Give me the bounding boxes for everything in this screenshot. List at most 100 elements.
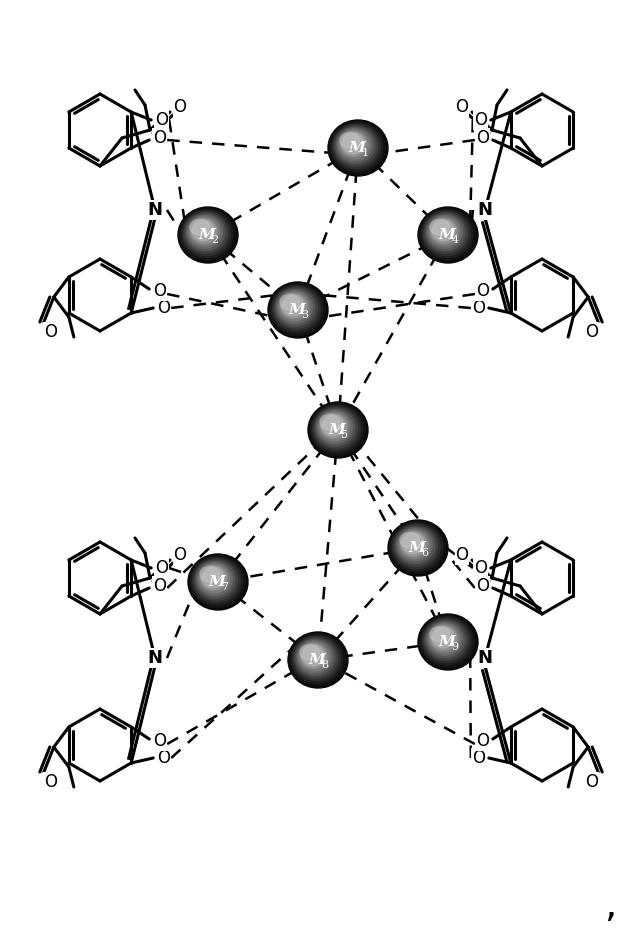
- Text: O: O: [153, 732, 166, 750]
- Ellipse shape: [178, 207, 238, 263]
- Ellipse shape: [291, 635, 343, 683]
- Text: 6: 6: [421, 548, 429, 558]
- Ellipse shape: [294, 637, 338, 678]
- Ellipse shape: [422, 212, 470, 255]
- Ellipse shape: [334, 126, 377, 166]
- Ellipse shape: [191, 219, 217, 243]
- Text: O: O: [476, 732, 489, 750]
- Ellipse shape: [296, 639, 334, 676]
- Ellipse shape: [271, 285, 323, 333]
- Ellipse shape: [299, 642, 329, 671]
- Ellipse shape: [432, 220, 455, 240]
- Ellipse shape: [424, 212, 467, 254]
- Ellipse shape: [402, 533, 424, 554]
- Text: 2: 2: [211, 235, 218, 245]
- Ellipse shape: [430, 626, 449, 642]
- Ellipse shape: [195, 560, 238, 600]
- Ellipse shape: [401, 531, 427, 556]
- Ellipse shape: [188, 554, 248, 610]
- Ellipse shape: [320, 414, 347, 438]
- Text: O: O: [153, 282, 166, 300]
- Ellipse shape: [319, 412, 349, 441]
- Text: O: O: [157, 749, 169, 767]
- Ellipse shape: [186, 214, 225, 251]
- Ellipse shape: [391, 523, 443, 571]
- Ellipse shape: [339, 130, 370, 158]
- Ellipse shape: [329, 121, 385, 173]
- Ellipse shape: [281, 294, 307, 319]
- Ellipse shape: [418, 207, 478, 263]
- Ellipse shape: [340, 131, 367, 157]
- Ellipse shape: [300, 644, 319, 660]
- Ellipse shape: [428, 623, 462, 655]
- Text: O: O: [473, 749, 485, 767]
- Ellipse shape: [288, 632, 348, 688]
- Ellipse shape: [420, 209, 475, 261]
- Ellipse shape: [302, 645, 324, 665]
- Text: 3: 3: [302, 310, 309, 320]
- Ellipse shape: [200, 566, 227, 590]
- Ellipse shape: [290, 634, 345, 686]
- Ellipse shape: [199, 564, 230, 593]
- Text: O: O: [456, 546, 469, 564]
- Text: O: O: [153, 129, 166, 147]
- Text: M: M: [438, 635, 455, 649]
- Ellipse shape: [180, 209, 236, 261]
- Ellipse shape: [396, 528, 435, 564]
- Text: M: M: [209, 575, 225, 589]
- Ellipse shape: [337, 129, 372, 161]
- Ellipse shape: [189, 555, 245, 608]
- Text: N: N: [478, 649, 492, 667]
- Ellipse shape: [183, 212, 230, 255]
- Ellipse shape: [328, 120, 388, 176]
- Text: O: O: [474, 111, 487, 129]
- Text: O: O: [155, 111, 168, 129]
- Text: 5: 5: [342, 430, 349, 440]
- Text: O: O: [585, 323, 598, 341]
- Ellipse shape: [193, 558, 240, 603]
- Ellipse shape: [270, 283, 325, 336]
- Ellipse shape: [192, 220, 214, 240]
- Text: M: M: [349, 141, 365, 155]
- Ellipse shape: [181, 210, 232, 258]
- Text: O: O: [474, 559, 487, 577]
- Ellipse shape: [320, 415, 340, 430]
- Ellipse shape: [308, 402, 368, 458]
- Ellipse shape: [431, 219, 457, 243]
- Text: O: O: [476, 577, 489, 595]
- Text: O: O: [44, 773, 57, 791]
- Ellipse shape: [426, 622, 465, 658]
- Text: O: O: [173, 546, 186, 564]
- Text: 4: 4: [451, 235, 458, 245]
- Ellipse shape: [428, 215, 462, 248]
- Text: O: O: [153, 577, 166, 595]
- Ellipse shape: [424, 620, 467, 660]
- Ellipse shape: [432, 627, 455, 648]
- Ellipse shape: [191, 557, 243, 605]
- Text: 9: 9: [451, 642, 458, 652]
- Ellipse shape: [196, 561, 235, 597]
- Text: M: M: [309, 653, 325, 667]
- Text: O: O: [456, 98, 469, 116]
- Ellipse shape: [340, 132, 360, 148]
- Ellipse shape: [429, 217, 460, 246]
- Text: O: O: [157, 299, 169, 317]
- Ellipse shape: [422, 618, 470, 663]
- Text: M: M: [198, 228, 216, 242]
- Ellipse shape: [280, 295, 299, 309]
- Ellipse shape: [331, 123, 383, 171]
- Ellipse shape: [421, 617, 473, 665]
- Ellipse shape: [393, 525, 440, 569]
- Ellipse shape: [293, 637, 340, 680]
- Ellipse shape: [190, 219, 209, 235]
- Ellipse shape: [202, 567, 224, 588]
- Text: M: M: [408, 541, 426, 555]
- Ellipse shape: [390, 522, 446, 573]
- Ellipse shape: [418, 614, 478, 670]
- Ellipse shape: [322, 415, 344, 436]
- Text: 1: 1: [361, 148, 369, 158]
- Text: N: N: [148, 649, 162, 667]
- Ellipse shape: [279, 293, 309, 321]
- Ellipse shape: [399, 530, 429, 559]
- Ellipse shape: [273, 286, 320, 331]
